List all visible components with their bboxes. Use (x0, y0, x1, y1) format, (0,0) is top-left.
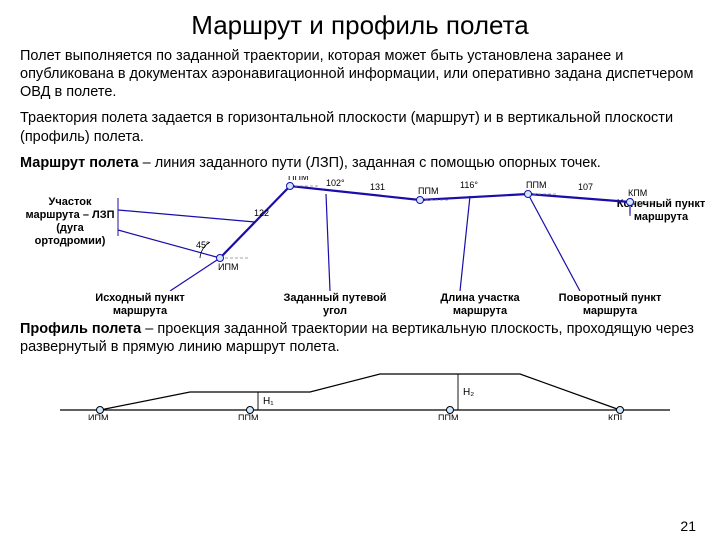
profile-diagram: H₁ H₂ ИПМ ППМ ППМ КПІ (20, 360, 710, 420)
diagram-bottom-label: Заданный путевой угол (280, 292, 390, 318)
page-number: 21 (680, 518, 696, 534)
svg-text:ППМ: ППМ (438, 413, 458, 420)
svg-text:КПІ: КПІ (608, 413, 622, 420)
svg-text:116°: 116° (460, 180, 478, 190)
svg-text:102°: 102° (326, 178, 345, 188)
page-title: Маршрут и профиль полета (20, 10, 700, 41)
route-definition: Маршрут полета – линия заданного пути (Л… (20, 154, 700, 172)
svg-text:45°: 45° (196, 240, 210, 250)
svg-text:КПМ: КПМ (628, 188, 647, 198)
route-term: Маршрут полета (20, 155, 139, 171)
svg-text:H₁: H₁ (263, 396, 274, 407)
svg-text:122: 122 (254, 208, 269, 218)
svg-text:ППМ: ППМ (418, 186, 438, 196)
diagram-bottom-label: Исходный пункт маршрута (80, 292, 200, 318)
route-def-text: – линия заданного пути (ЛЗП), заданная с… (139, 155, 601, 171)
svg-text:ИПМ: ИПМ (88, 413, 108, 420)
svg-text:ИПМ: ИПМ (218, 262, 238, 272)
intro-para-1: Полет выполняется по заданной траектории… (20, 47, 700, 101)
svg-text:H₂: H₂ (463, 387, 474, 398)
profile-term: Профиль полета (20, 321, 141, 337)
route-diagram: Участок маршрута – ЛЗП (дуга ортодромии)… (20, 176, 710, 316)
svg-text:ППМ: ППМ (288, 176, 308, 182)
intro-para-2: Траектория полета задается в горизонталь… (20, 109, 700, 145)
diagram-bottom-label: Длина участка маршрута (420, 292, 540, 318)
svg-text:131: 131 (370, 182, 385, 192)
profile-definition: Профиль полета – проекция заданной траек… (20, 320, 700, 356)
svg-text:ППМ: ППМ (526, 180, 546, 190)
svg-text:ППМ: ППМ (238, 413, 258, 420)
svg-text:107: 107 (578, 182, 593, 192)
diagram-bottom-label: Поворотный пункт маршрута (550, 292, 670, 318)
